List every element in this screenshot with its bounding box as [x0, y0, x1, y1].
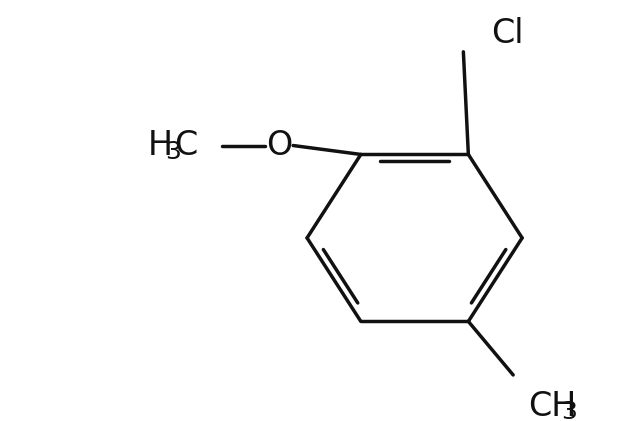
- Text: 3: 3: [164, 140, 180, 164]
- Text: Cl: Cl: [492, 17, 524, 51]
- Text: 3: 3: [561, 400, 577, 421]
- Text: CH: CH: [528, 390, 577, 421]
- Text: H: H: [148, 129, 173, 162]
- Text: O: O: [266, 129, 292, 162]
- Text: C: C: [173, 129, 197, 162]
